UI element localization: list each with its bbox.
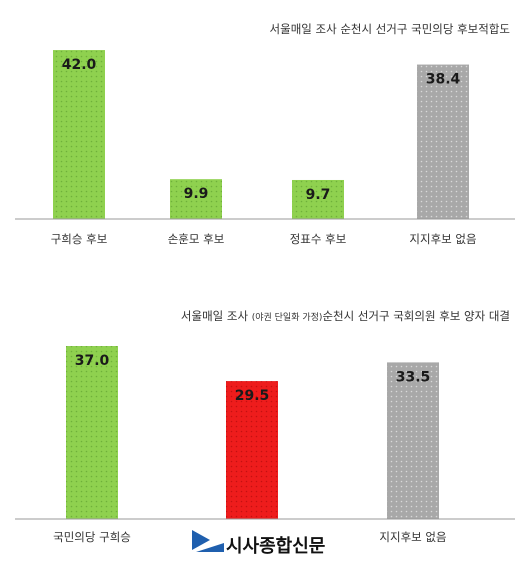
chart-1-category-label-1: 구희승 후보 <box>51 232 108 246</box>
newspaper-logo: 시사종합신문 <box>192 530 325 557</box>
chart-2-title: 서울매일 조사 (야권 단일화 가정)순천시 선거구 국회의원 후보 양자 대결 <box>181 309 510 323</box>
chart-1-bar-3 <box>292 179 344 219</box>
chart-1-value-label-4: 38.4 <box>426 72 461 88</box>
chart-1-category-label-3: 정표수 후보 <box>290 232 347 246</box>
chart-2-category-label-3: 지지후보 없음 <box>379 530 446 544</box>
chart-2-value-label-1: 37.0 <box>75 353 110 369</box>
chart-1-bar-2 <box>170 179 222 219</box>
chart-2-bar-1 <box>66 346 118 519</box>
chart-1-value-label-2: 9.9 <box>184 186 209 202</box>
chart-1-category-label-2: 손훈모 후보 <box>168 232 225 246</box>
chart-2: 서울매일 조사 (야권 단일화 가정)순천시 선거구 국회의원 후보 양자 대결… <box>15 309 515 544</box>
chart-2-bar-3 <box>387 362 439 519</box>
chart-2-value-label-3: 33.5 <box>396 369 431 385</box>
logo-text: 시사종합신문 <box>226 535 325 557</box>
chart-1-bar-4 <box>417 64 469 220</box>
chart-2-value-label-2: 29.5 <box>235 388 270 404</box>
chart-2-bar-2 <box>226 381 278 519</box>
chart-1-title: 서울매일 조사 순천시 선거구 국민의당 후보적합도 <box>270 22 510 36</box>
chart-2-category-label-1: 국민의당 구희승 <box>53 530 131 544</box>
chart-1-category-label-4: 지지후보 없음 <box>409 232 476 246</box>
chart-1: 서울매일 조사 순천시 선거구 국민의당 후보적합도 42.0 9.9 9.7 38.… <box>15 22 515 246</box>
chart-1-value-label-1: 42.0 <box>62 57 97 73</box>
chart-1-bar-1 <box>53 50 105 219</box>
chart-1-value-label-3: 9.7 <box>306 187 331 203</box>
newspaper-logo-icon <box>192 530 224 552</box>
